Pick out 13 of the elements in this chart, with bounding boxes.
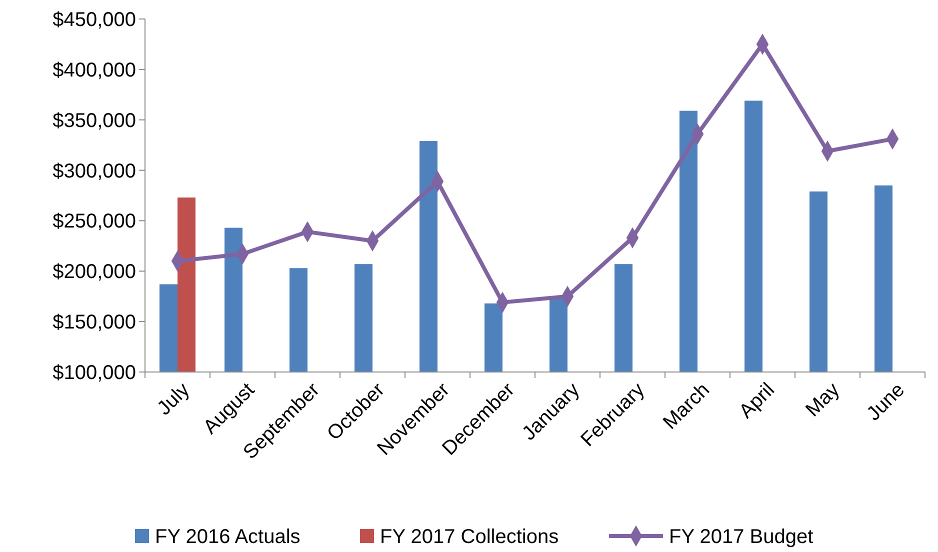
- x-tick-label: July: [153, 378, 194, 420]
- y-tick-label: $450,000: [52, 9, 136, 31]
- y-tick-label: $400,000: [52, 59, 136, 82]
- y-tick-label: $300,000: [52, 160, 136, 182]
- x-tick-label: May: [802, 378, 844, 422]
- legend-label: FY 2016 Actuals: [155, 526, 300, 548]
- y-tick-label: $100,000: [52, 362, 136, 384]
- y-tick-label: $150,000: [52, 312, 136, 334]
- y-tick-label: $350,000: [52, 110, 136, 132]
- legend-label: FY 2017 Budget: [669, 526, 814, 548]
- legend-label: FY 2017 Collections: [380, 526, 559, 548]
- y-tick-label: $250,000: [52, 210, 136, 233]
- y-tick-label: $200,000: [52, 261, 136, 284]
